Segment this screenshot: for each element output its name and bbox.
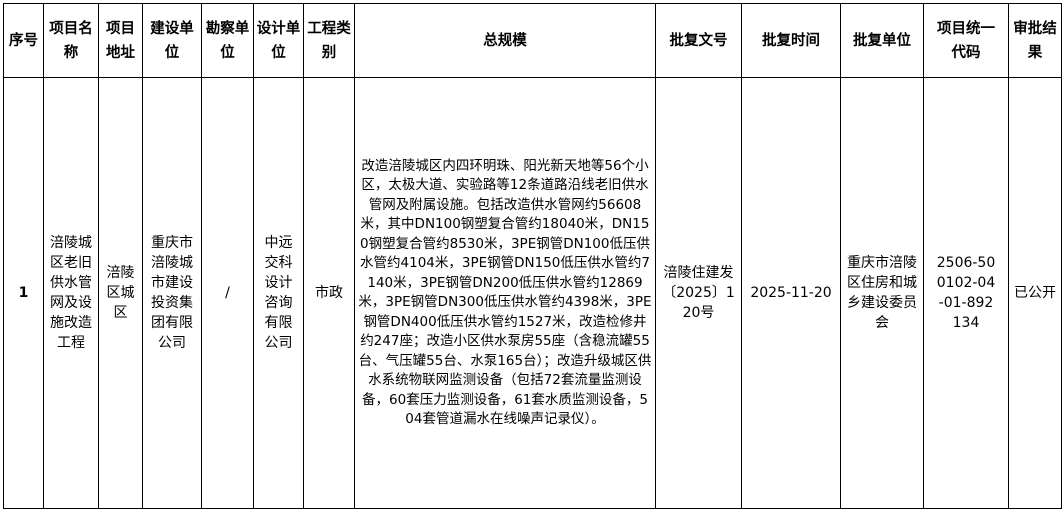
- table-row: 1 涪陵城区老旧供水管网及设施改造工程 涪陵区城区 重庆市涪陵城市建设投资集团有…: [3, 77, 1062, 509]
- header-category: 工程类别: [303, 3, 355, 78]
- cell-category: 市政: [303, 77, 355, 509]
- header-project-name: 项目名称: [43, 3, 99, 78]
- header-project-code: 项目统一代码: [923, 3, 1009, 78]
- cell-approval-date: 2025-11-20: [741, 77, 841, 509]
- header-row: 序号 项目名称 项目地址 建设单位 勘察单位 设计单位 工程类别 总规模 批复文…: [3, 3, 1062, 78]
- header-address: 项目地址: [98, 3, 143, 78]
- cell-approval-no: 涪陵住建发〔2025〕120号: [655, 77, 742, 509]
- cell-design-unit: 中远交科设计咨询有限公司: [253, 77, 304, 509]
- header-survey-unit: 勘察单位: [201, 3, 254, 78]
- cell-result: 已公开: [1008, 77, 1062, 509]
- header-approval-date: 批复时间: [741, 3, 841, 78]
- header-result: 审批结果: [1008, 3, 1062, 78]
- header-builder: 建设单位: [142, 3, 202, 78]
- project-approval-table: 序号 项目名称 项目地址 建设单位 勘察单位 设计单位 工程类别 总规模 批复文…: [3, 3, 1062, 509]
- cell-approval-unit: 重庆市涪陵区住房和城乡建设委员会: [840, 77, 924, 509]
- cell-address: 涪陵区城区: [98, 77, 143, 509]
- cell-scale: 改造涪陵城区内四环明珠、阳光新天地等56个小区，太极大道、实验路等12条道路沿线…: [354, 77, 656, 509]
- cell-project-code: 2506-500102-04-01-892134: [923, 77, 1009, 509]
- cell-survey-unit: /: [201, 77, 254, 509]
- header-index: 序号: [3, 3, 44, 78]
- header-design-unit: 设计单位: [253, 3, 304, 78]
- cell-project-name: 涪陵城区老旧供水管网及设施改造工程: [43, 77, 99, 509]
- cell-builder: 重庆市涪陵城市建设投资集团有限公司: [142, 77, 202, 509]
- cell-index: 1: [3, 77, 44, 509]
- header-scale: 总规模: [354, 3, 656, 78]
- header-approval-no: 批复文号: [655, 3, 742, 78]
- header-approval-unit: 批复单位: [840, 3, 924, 78]
